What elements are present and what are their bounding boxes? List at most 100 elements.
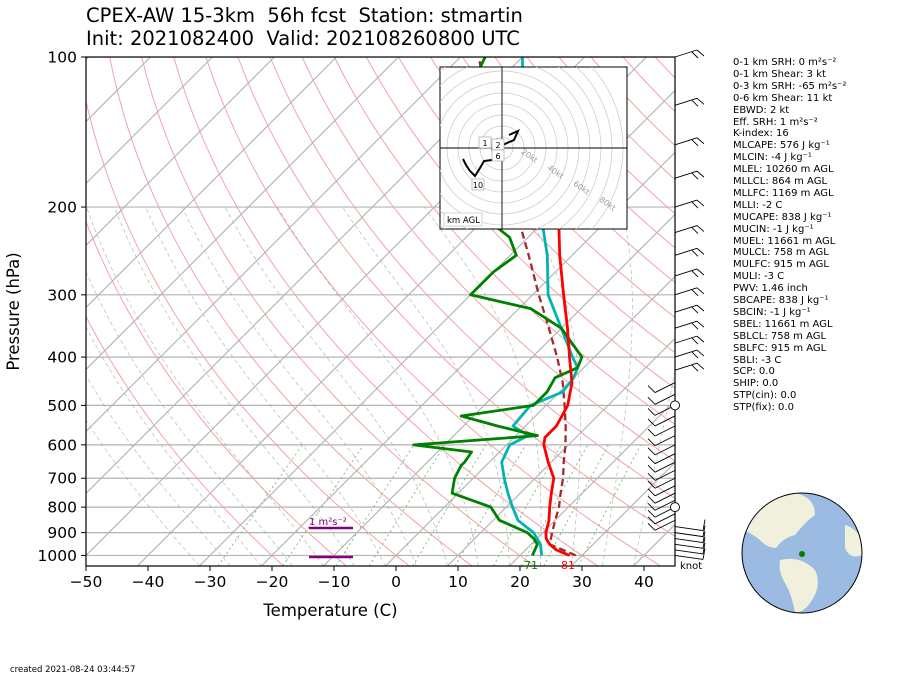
wind-barb xyxy=(654,499,676,511)
wind-barb xyxy=(674,549,704,555)
wind-barb-flag xyxy=(696,199,705,207)
moist-adiabat xyxy=(86,419,200,566)
wind-barb-flag xyxy=(702,548,706,560)
moist-adiabat xyxy=(86,271,293,566)
wind-barb-flag xyxy=(647,473,656,481)
sounding-index: K-index: 16 xyxy=(733,128,789,140)
x-tick-label: −20 xyxy=(256,573,289,591)
isotherm xyxy=(261,151,675,566)
wind-barb xyxy=(674,532,704,538)
wind-barb-flag xyxy=(702,525,706,537)
created-timestamp: created 2021-08-24 03:44:57 xyxy=(10,665,136,675)
wind-barb xyxy=(654,485,676,497)
hodograph-height-label: 10 xyxy=(473,181,483,190)
wind-barb xyxy=(674,170,698,179)
wind-barb-flag xyxy=(696,49,705,57)
isotherm xyxy=(86,57,461,433)
y-tick-label: 400 xyxy=(47,349,77,367)
dry-adiabat xyxy=(301,57,675,462)
dry-adiabat xyxy=(880,57,906,566)
wind-barb xyxy=(654,469,676,481)
mixing-ratio-line xyxy=(335,444,415,566)
wind-barb-flag xyxy=(647,522,656,531)
dry-adiabat xyxy=(462,57,675,284)
mixing-ratio-line xyxy=(454,444,526,566)
sounding-index: SBCAPE: 838 J kg⁻¹ xyxy=(733,295,829,306)
wind-barb xyxy=(674,362,698,371)
chart-title-line2: Init: 2021082400 Valid: 202108260800 UTC xyxy=(86,27,520,50)
dewpoint-profile-line xyxy=(412,57,584,556)
moist-adiabat xyxy=(181,206,417,566)
wind-barb-flag xyxy=(647,396,656,405)
wind-barb-flag xyxy=(647,447,656,456)
wind-barb-flag xyxy=(702,531,706,543)
surface-dewpoint-label: 71 xyxy=(524,559,538,572)
wind-barb xyxy=(674,287,698,296)
wind-barb-flag xyxy=(696,304,705,312)
wind-barb xyxy=(674,538,704,544)
surface-temperature-label: 81 xyxy=(561,559,575,572)
dry-adiabat xyxy=(397,57,675,354)
hodograph-height-marker: 10 xyxy=(471,178,485,191)
wind-barb-flag xyxy=(696,335,705,343)
wind-barb-flag xyxy=(696,268,705,276)
wind-barb xyxy=(654,425,676,437)
dry-adiabat xyxy=(816,57,906,566)
sounding-index: EBWD: 2 kt xyxy=(733,104,790,116)
wind-barb xyxy=(674,225,698,233)
moist-adiabat xyxy=(342,206,510,566)
wind-barb xyxy=(654,461,676,473)
sounding-index: SBCIN: -1 J kg⁻¹ xyxy=(733,306,811,318)
sounding-index: 0-1 km Shear: 3 kt xyxy=(733,68,826,80)
sounding-index: MUEL: 11661 m AGL xyxy=(733,235,836,247)
y-axis-label: Pressure (hPa) xyxy=(4,252,23,370)
wind-barb-flag xyxy=(691,289,699,297)
wind-barb-flag xyxy=(696,137,705,145)
isotherm xyxy=(86,57,399,371)
sounding-index: MLLFC: 1169 m AGL xyxy=(733,187,834,199)
wind-barb xyxy=(674,335,698,344)
wind-barb xyxy=(674,349,698,358)
wind-barb-flag xyxy=(647,418,656,427)
wind-barb xyxy=(654,513,676,525)
isotherm xyxy=(447,337,675,566)
temperature-profile-line xyxy=(542,144,574,557)
wind-barb xyxy=(654,415,676,427)
isotherm xyxy=(385,275,675,566)
moist-adiabat xyxy=(113,206,355,566)
mixing-ratio-line xyxy=(368,444,446,566)
isotherm xyxy=(86,57,275,247)
wind-barb-flag xyxy=(696,349,705,357)
mixing-ratio-line xyxy=(282,444,364,566)
sounding-index: MLLCL: 864 m AGL xyxy=(733,176,828,187)
wind-barb xyxy=(674,304,698,313)
wind-barb-flag xyxy=(696,97,705,105)
wind-barb xyxy=(654,492,676,504)
sounding-index: MULI: -3 C xyxy=(733,271,785,283)
wind-barb-flag xyxy=(691,227,699,234)
wind-barb-flag xyxy=(647,408,656,416)
x-tick-label: 20 xyxy=(510,573,530,591)
wind-barb xyxy=(654,519,676,531)
wind-barb-flag xyxy=(647,464,656,473)
wind-barb-flag xyxy=(691,337,699,345)
srh-legend-label: 1 m²s⁻² xyxy=(309,517,347,528)
sounding-index: 0-1 km SRH: 0 m²s⁻² xyxy=(733,57,837,68)
x-tick-label: 0 xyxy=(391,573,401,591)
y-tick-label: 500 xyxy=(47,397,77,415)
wind-barb xyxy=(674,49,698,58)
wind-barb-flag xyxy=(696,170,705,178)
wind-barb-flag xyxy=(691,322,699,330)
moist-adiabat xyxy=(86,206,324,566)
isotherm xyxy=(86,57,337,309)
dry-adiabat xyxy=(141,57,536,566)
moist-adiabat xyxy=(277,206,479,566)
wind-barb-flag xyxy=(647,480,656,489)
sounding-index: STP(cin): 0.0 xyxy=(733,390,797,402)
moist-adiabat xyxy=(224,206,448,566)
wind-barb-flag xyxy=(691,172,699,180)
isotherm xyxy=(571,461,675,566)
wind-barb xyxy=(654,444,676,456)
globe-outline xyxy=(741,492,863,614)
x-tick-label: 40 xyxy=(634,573,654,591)
